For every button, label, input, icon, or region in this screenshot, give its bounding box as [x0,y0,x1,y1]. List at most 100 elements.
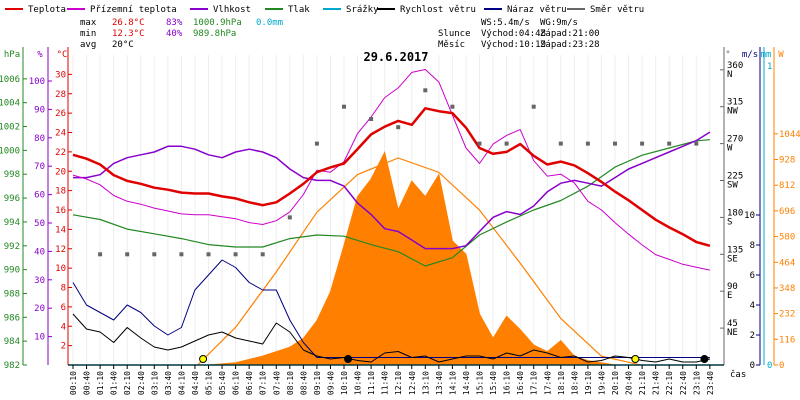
radiation-tick-label: 348 [779,284,795,294]
x-tick-label: 19:10 [584,371,593,395]
x-tick-label: 09:40 [326,371,335,395]
temperature-tick-label: 14 [55,225,66,235]
x-tick-label: 08:10 [286,371,295,395]
x-tick-label: 07:40 [272,371,281,395]
x-tick-label: 08:40 [299,371,308,395]
wind-direction-point [640,141,645,146]
x-tick-label: 13:10 [421,371,430,395]
direction-tick-name: E [727,291,732,301]
x-tick-label: 02:40 [137,371,146,395]
info-block: max 26.8°C 83% 1000.9hPa 0.0mm min 12.3°… [80,18,600,50]
humidity-tick-label: 70 [34,162,45,172]
humidity-tick-label: 40 [34,247,45,257]
humidity-tick-label: 80 [34,134,45,144]
moonrise-marker [344,355,353,363]
x-tick-label: 00:40 [83,371,92,395]
wind-direction-point [369,117,374,121]
radiation-tick-label: 116 [779,335,795,345]
wind-direction-point [125,252,130,257]
wind-direction-point [613,141,617,146]
chart-date-title: 29.6.2017 [363,50,428,64]
radiation-tick-label: 464 [779,258,795,268]
x-tick-label: 11:10 [367,371,376,395]
radiation-tick-label: 696 [779,207,795,217]
radiation-tick-label: 0 [779,361,784,371]
x-tick-label: 23:10 [692,371,701,395]
stat-min-press: 989.8hPa [193,29,236,39]
wind-direction-point [423,88,428,93]
wind-direction-point [396,125,401,130]
axis-humidity-unit: % [37,50,43,60]
legend-label: Tlak [288,5,310,15]
x-tick-label: 21:40 [652,371,661,395]
theoretical-radiation-line [197,157,641,366]
stat-max-rain: 0.0mm [256,18,283,28]
wind-direction-point [206,252,211,257]
hpa-tick-label: 996 [4,194,20,204]
wind-direction-point [694,141,699,146]
legend-label: Rychlost větru [400,5,476,15]
axis-wind-speed-unit: m/s [742,50,758,60]
stat-min-label: min [80,29,96,39]
humidity-tick-label: 90 [34,105,45,115]
stat-avg-temp: 20°C [112,40,134,50]
hpa-tick-label: 982 [4,361,20,371]
x-tick-label: 16:40 [516,371,525,395]
x-tick-label: 22:40 [679,371,688,395]
hpa-tick-label: 984 [4,337,20,347]
humidity-tick-label: 60 [34,191,45,201]
rain-tick-label: 0 [767,361,772,371]
x-tick-label: 18:40 [570,371,579,395]
axis-direction-unit: ° [725,50,730,60]
axis-radiation-unit: W [778,50,784,60]
x-tick-label: 23:40 [706,371,715,395]
hpa-tick-label: 1004 [0,99,20,109]
direction-tick-name: S [727,217,732,227]
wind-direction-point [179,252,184,257]
x-tick-label: 20:40 [625,371,634,395]
x-tick-label: 01:10 [96,371,105,395]
humidity-tick-label: 10 [34,333,45,343]
wind-direction-point [477,141,482,146]
wind-direction-point [152,252,157,257]
legend: Teplota Přízemní teplota Vlhkost Tlak Srážky… [5,5,644,15]
x-tick-label: 22:10 [665,371,674,395]
hpa-tick-label: 998 [4,170,20,180]
sunset-marker [631,355,640,363]
hpa-tick-label: 986 [4,313,20,323]
x-tick-label: 00:10 [69,371,78,395]
direction-tick-name: SE [727,254,738,264]
x-tick-label: 02:10 [123,371,132,395]
hpa-tick-label: 994 [4,218,20,228]
stat-min-temp: 12.3°C [112,29,145,39]
wind-speed-tick-label: 6 [750,271,755,281]
wind-direction-point [260,252,265,257]
x-tick-label: 16:10 [503,371,512,395]
temperature-tick-label: 26 [55,109,66,119]
humidity-tick-label: 50 [34,219,45,229]
x-axis: 00:10 00:40 01:10 01:40 02:10 02:40 03:10 03:40… [68,364,724,395]
wind-direction-point [504,141,509,146]
direction-tick-value: 315 [727,98,743,108]
wind-speed-tick-label: 10 [744,211,755,221]
x-tick-label: 13:40 [435,371,444,395]
temperature-tick-label: 30 [55,70,66,80]
stat-avg-label: avg [80,40,96,50]
hpa-tick-label: 990 [4,266,20,276]
temperature-tick-label: 24 [55,129,66,139]
temperature-tick-label: 16 [55,206,66,216]
direction-tick-value: 45 [727,319,738,329]
humidity-tick-label: 20 [34,304,45,314]
x-tick-label: 15:10 [476,371,485,395]
temperature-tick-label: 10 [55,264,66,274]
x-tick-label: 06:10 [232,371,241,395]
stat-max-label: max [80,18,97,28]
wind-gust-line [72,259,710,358]
axis-hpa-unit: hPa [4,50,20,60]
wind-speed-tick-label: 0 [750,361,755,371]
x-tick-label: 20:10 [611,371,620,395]
direction-tick-name: SW [727,181,738,191]
wind-direction-point [450,104,455,109]
